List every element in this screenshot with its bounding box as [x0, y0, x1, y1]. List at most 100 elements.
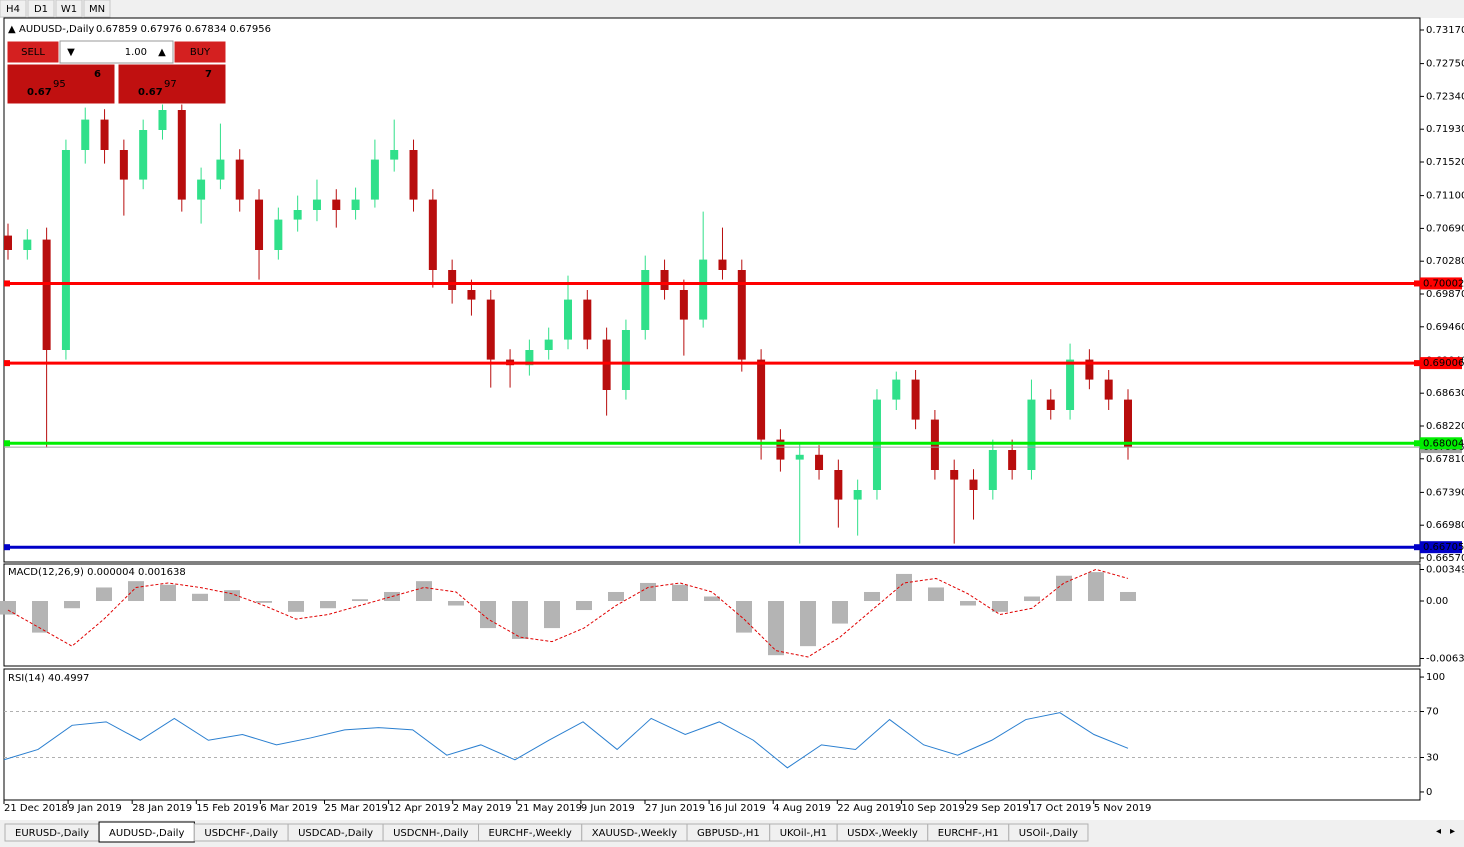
- tab-scroll-right[interactable]: ▸: [1450, 826, 1455, 837]
- y-tick-label: 0.00: [1426, 596, 1448, 607]
- header: ▲ AUDUSD-,Daily 0.67859 0.67976 0.67834 …: [8, 24, 271, 35]
- y-tick-label: 0.72750: [1426, 59, 1464, 70]
- level-handle: [4, 544, 10, 551]
- timeframe-button[interactable]: [83, 0, 111, 18]
- macd-bar: [128, 581, 144, 602]
- candle-body: [1085, 359, 1094, 380]
- candle-body: [757, 359, 766, 440]
- candle-body: [660, 270, 669, 290]
- y-tick-label: 0.70280: [1426, 256, 1464, 267]
- macd-bar: [1056, 575, 1072, 602]
- price-box[interactable]: [6, 63, 116, 105]
- symbol: AUDUSD-,Daily: [19, 24, 94, 35]
- price-pip: 7: [205, 69, 212, 80]
- candle-body: [795, 454, 804, 460]
- price-main: 97: [164, 79, 177, 90]
- candle-body: [1027, 399, 1036, 470]
- rsi-label: RSI(14) 40.4997: [8, 673, 89, 684]
- candle-body: [1046, 399, 1055, 410]
- y-tick-label: 0.68630: [1426, 388, 1464, 399]
- level-label-box: [1420, 277, 1462, 290]
- candle-body: [351, 199, 360, 210]
- sell-label: SELL: [21, 47, 45, 58]
- level-handle: [1414, 544, 1420, 551]
- macd-bar: [640, 582, 656, 602]
- x-tick-label: 17 Oct 2019: [1030, 803, 1092, 814]
- ohlc: 0.67859 0.67976 0.67834 0.67956: [96, 24, 271, 35]
- macd-bar: [896, 573, 912, 602]
- price-pip: 6: [94, 69, 101, 80]
- candle-body: [525, 350, 534, 366]
- macd-bar: [672, 584, 688, 602]
- macd-bar: [1120, 591, 1136, 602]
- candle-body: [119, 150, 128, 180]
- level-label-box: [1420, 541, 1462, 554]
- candle-body: [911, 379, 920, 420]
- timeframe-button[interactable]: [55, 0, 83, 18]
- macd-bar: [992, 601, 1008, 612]
- macd-bar: [800, 601, 816, 647]
- candle-body: [1124, 399, 1132, 447]
- sell-button[interactable]: [6, 40, 60, 64]
- candle-body: [312, 199, 321, 210]
- level-label-box: [1420, 357, 1462, 370]
- x-tick-label: 25 Mar 2019: [325, 803, 388, 814]
- level-handle: [4, 280, 10, 287]
- macd-bar: [544, 601, 560, 629]
- candle-body: [564, 299, 572, 340]
- macd-bar: [1024, 596, 1040, 602]
- buy-button[interactable]: [173, 40, 227, 64]
- macd-pane: [3, 563, 1421, 667]
- y-tick-label: 0.00349: [1426, 565, 1464, 576]
- lot-up: ▲: [158, 47, 166, 58]
- price-big: 0.67: [138, 87, 163, 98]
- macd-bar: [256, 601, 272, 603]
- candle-body: [583, 299, 592, 340]
- level-label: 0.66705: [1423, 542, 1464, 553]
- macd-bar: [448, 601, 464, 606]
- y-tick-label: -0.00637: [1426, 654, 1464, 665]
- macd-bar: [864, 591, 880, 602]
- lot-field[interactable]: [59, 40, 174, 64]
- level-handle: [1414, 360, 1420, 367]
- tab-label: EURCHF-,H1: [938, 828, 999, 839]
- candle-body: [892, 379, 901, 400]
- candle-body: [621, 330, 630, 390]
- price-main: 95: [53, 79, 66, 90]
- level-label: 0.70002: [1423, 278, 1464, 289]
- timeframe-button[interactable]: [27, 0, 55, 18]
- macd-bar: [736, 601, 752, 633]
- x-tick-label: 21 May 2019: [517, 803, 582, 814]
- tab[interactable]: [1008, 823, 1089, 842]
- y-tick-label: 0.73170: [1426, 25, 1464, 36]
- macd-bar: [1088, 572, 1104, 602]
- candle-body: [428, 199, 437, 270]
- price-box[interactable]: [117, 63, 227, 105]
- candle-body: [737, 270, 746, 360]
- tab-label: GBPUSD-,H1: [697, 828, 760, 839]
- y-tick-label: 0.68220: [1426, 421, 1464, 432]
- candle-body: [1104, 379, 1113, 400]
- y-tick-label: 0.71520: [1426, 157, 1464, 168]
- timeframe-button[interactable]: [0, 0, 27, 18]
- tab-label: EURUSD-,Daily: [15, 828, 89, 839]
- macd-bar: [288, 601, 304, 612]
- level-handle: [1414, 280, 1420, 287]
- toolbar: [0, 0, 1464, 18]
- macd-bar: [832, 601, 848, 624]
- candle-body: [23, 239, 32, 250]
- x-tick-label: 6 Mar 2019: [260, 803, 317, 814]
- timeframe-label: MN: [89, 4, 105, 15]
- candle-body: [969, 479, 978, 490]
- timeframe-label: D1: [34, 4, 48, 15]
- x-tick-label: 9 Jan 2019: [68, 803, 122, 814]
- tab-scroll-left[interactable]: ◂: [1436, 826, 1441, 837]
- open: 0.67859: [96, 24, 137, 35]
- timeframe-label: H4: [6, 4, 20, 15]
- macd-bar: [160, 584, 176, 602]
- level-handle: [4, 360, 10, 367]
- candle-body: [158, 110, 167, 130]
- candle-body: [293, 210, 302, 220]
